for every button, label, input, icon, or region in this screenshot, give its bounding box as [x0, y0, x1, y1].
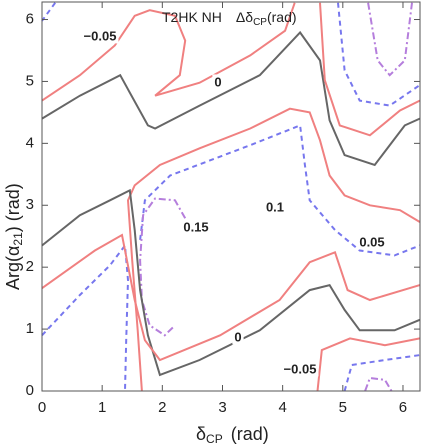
x-tick-label: 4: [278, 399, 286, 416]
contour-labels: −0.05 0 0.1 0.15 0.05 0 −0.05: [81, 28, 387, 377]
contour-line: [367, 2, 413, 77]
title-unit: (rad): [267, 9, 297, 25]
x-label-symbol: δ: [196, 424, 206, 444]
contour-line: [316, 337, 420, 392]
title-main: T2HK NH: [162, 9, 222, 25]
x-tick-label: 1: [98, 399, 106, 416]
contour-label: 0.15: [183, 219, 208, 234]
contour-line: [41, 2, 296, 102]
y-tick-label: 1: [26, 320, 34, 337]
title-symbol: Δδ: [236, 9, 253, 25]
contour-label: 0.05: [359, 234, 384, 249]
contour-line: [41, 233, 421, 362]
y-label-unit: ) (rad): [3, 183, 23, 232]
contour-line: [337, 2, 421, 107]
contour-label-bg: [232, 329, 244, 345]
contour-line: [139, 197, 187, 337]
x-label-unit: (rad): [231, 424, 269, 444]
y-tick-label: 3: [26, 196, 34, 213]
y-tick-label: 5: [26, 72, 34, 89]
y-label-main: Arg(α: [3, 246, 23, 290]
contour-label: −0.05: [284, 361, 317, 376]
contour-line: [41, 2, 57, 22]
contour-label: 0.1: [266, 199, 284, 214]
x-tick-label: 3: [218, 399, 226, 416]
x-tick-label: 2: [158, 399, 166, 416]
contour-line: [319, 2, 421, 137]
contour-label: 0: [214, 74, 221, 89]
frame: [41, 1, 421, 392]
contour-label-bg: [81, 28, 119, 44]
contours: [41, 2, 421, 392]
contour-line: [41, 30, 421, 167]
x-axis-label: δCP (rad): [196, 424, 269, 446]
contour-label-bg: [281, 361, 319, 377]
contour-line: [364, 376, 393, 392]
y-tick-label: 4: [26, 134, 34, 151]
contour-label: 0: [234, 329, 241, 344]
title-sub: CP: [253, 17, 267, 28]
x-tick-label: 6: [399, 399, 407, 416]
chart-title: T2HK NH ΔδCP(rad): [162, 9, 297, 28]
contour-line: [41, 188, 421, 377]
y-tick-label: 0: [26, 382, 34, 399]
x-tick-label: 0: [38, 399, 46, 416]
contour-label-bg: [263, 199, 287, 215]
contour-line: [126, 107, 421, 392]
y-label-sub: 21: [11, 232, 25, 246]
y-tick-label: 2: [26, 258, 34, 275]
x-label-sub: CP: [206, 432, 223, 446]
contour-line: [139, 123, 421, 257]
contour-label-bg: [357, 234, 387, 250]
contour-label: −0.05: [84, 28, 117, 43]
y-axis-label: Arg(α21) (rad): [3, 183, 25, 290]
contour-line: [41, 242, 130, 392]
y-tick-label: 6: [26, 10, 34, 27]
contour-label-bg: [212, 74, 224, 90]
contour-label-bg: [181, 219, 211, 235]
x-tick-label: 5: [339, 399, 347, 416]
contour-line: [343, 354, 420, 392]
